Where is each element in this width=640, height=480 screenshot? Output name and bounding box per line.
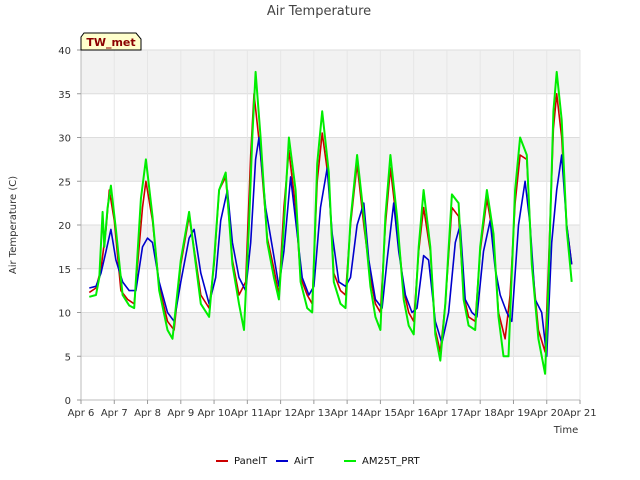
x-tick-label: Apr 21 — [563, 408, 596, 419]
x-tick-label: Apr 17 — [430, 408, 463, 419]
background-band — [81, 225, 580, 269]
y-tick-label: 35 — [58, 90, 71, 101]
x-tick-label: Apr 12 — [264, 408, 297, 419]
x-tick-label: Apr 11 — [231, 408, 264, 419]
x-tick-label: Apr 16 — [397, 408, 430, 419]
x-tick-label: Apr 15 — [364, 408, 397, 419]
x-tick-label: Apr 19 — [497, 408, 530, 419]
legend-label: AM25T_PRT — [362, 456, 421, 467]
series-line-am25t-prt — [89, 70, 573, 375]
station-tag-label: TW_met — [86, 36, 135, 49]
y-tick-label: 25 — [58, 177, 71, 188]
station-tag: TW_met — [80, 32, 142, 51]
y-tick-label: 0 — [65, 396, 71, 407]
background-band — [81, 50, 580, 94]
legend-label: PanelT — [234, 456, 268, 467]
y-tick-label: 30 — [58, 134, 71, 145]
series-line-airt — [89, 136, 573, 358]
x-axis-title: Time — [553, 425, 578, 436]
x-tick-label: Apr 9 — [167, 408, 194, 419]
background-band — [81, 312, 580, 357]
x-tick-label: Apr 18 — [464, 408, 497, 419]
x-tick-label: Apr 14 — [331, 408, 364, 419]
series-layer — [88, 70, 573, 375]
legend-label: AirT — [294, 456, 315, 467]
x-axis-ticks: Apr 6 Apr 7 Apr 8 Apr 9 Apr 10 Apr 11 Apr 12 Ap… — [68, 400, 597, 419]
legend: PanelT AirT AM25T_PRT — [216, 456, 421, 467]
y-tick-label: 20 — [58, 221, 71, 232]
y-axis-title: Air Temperature (C) — [8, 176, 19, 274]
x-tick-label: Apr 7 — [101, 408, 128, 419]
x-tick-label: Apr 13 — [297, 408, 330, 419]
x-tick-label: Apr 6 — [68, 408, 95, 419]
x-tick-label: Apr 8 — [134, 408, 161, 419]
y-axis-ticks: 0 5 10 15 20 25 30 35 40 — [58, 46, 81, 407]
y-tick-label: 5 — [65, 352, 71, 363]
chart-title: Air Temperature — [267, 4, 371, 19]
y-tick-label: 15 — [58, 265, 71, 276]
x-tick-label: Apr 20 — [530, 408, 563, 419]
y-tick-label: 10 — [58, 309, 71, 320]
y-tick-label: 40 — [58, 46, 71, 57]
background-band — [81, 137, 580, 182]
x-tick-label: Apr 10 — [197, 408, 230, 419]
station-tag-box — [80, 32, 142, 51]
